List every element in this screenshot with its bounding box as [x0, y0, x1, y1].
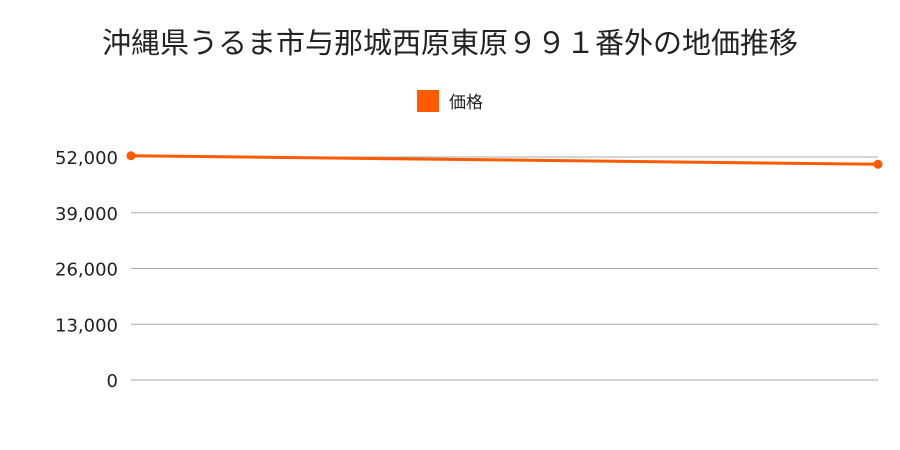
legend: 価格 — [0, 88, 900, 113]
series-line — [130, 154, 879, 166]
chart-title: 沖縄県うるま市与那城西原東原９９１番外の地価推移 — [101, 26, 798, 60]
y-tick-label: 13,000 — [55, 315, 118, 336]
legend-swatch — [417, 89, 439, 112]
data-point — [873, 159, 883, 169]
y-tick-label: 0 — [107, 371, 118, 392]
y-tick-label: 26,000 — [55, 260, 118, 281]
data-point — [126, 151, 136, 161]
y-tick-label: 52,000 — [55, 148, 118, 169]
y-tick-label: 39,000 — [55, 204, 118, 225]
legend-label: 価格 — [449, 93, 483, 113]
